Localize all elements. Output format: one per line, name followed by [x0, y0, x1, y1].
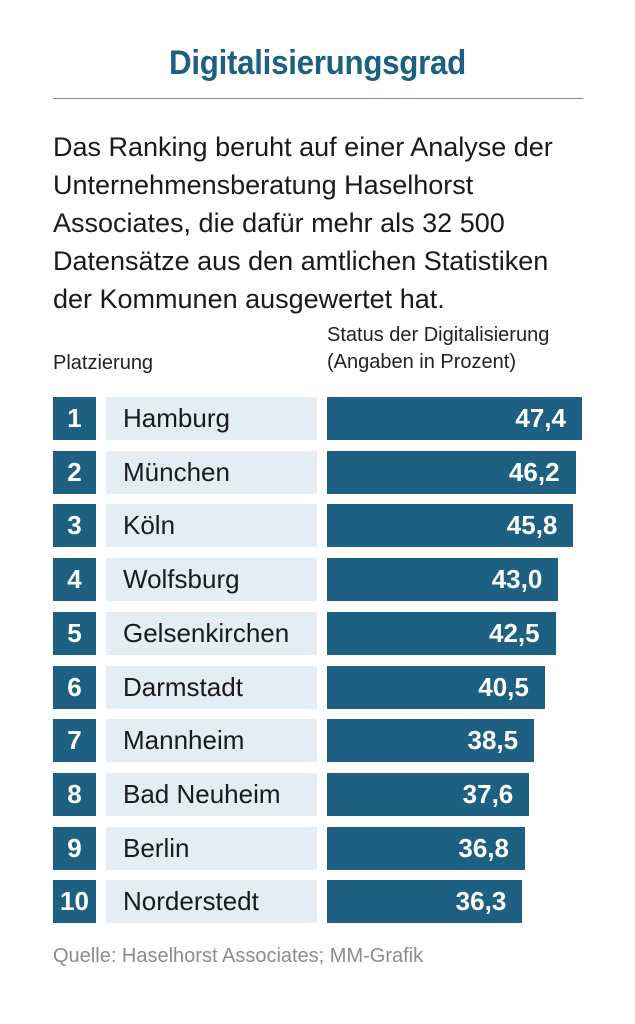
city-label: München	[106, 450, 317, 494]
value-bar: 37,6	[327, 772, 530, 816]
rank-badge: 4	[53, 558, 96, 602]
source-note: Quelle: Haselhorst Associates; MM-Grafik	[53, 945, 424, 967]
ranking-row: 3 Köln 45,8	[0, 504, 635, 548]
rank-badge: 2	[53, 450, 96, 494]
value-bar: 36,3	[327, 880, 523, 924]
value-label: 36,8	[458, 832, 509, 863]
rank-badge: 6	[53, 665, 96, 709]
status-column-header: Status der Digitalisierung (Angaben in P…	[327, 322, 549, 376]
value-label: 46,2	[508, 456, 560, 487]
intro-line: Associates, die dafür mehr als 32 500	[53, 208, 505, 238]
city-label: Bad Neuheim	[106, 772, 317, 816]
ranking-row: 10 Norderstedt 36,3	[0, 880, 635, 924]
intro-text: Das Ranking beruht auf einer Analyse der…	[53, 128, 613, 318]
city-label: Berlin	[106, 826, 317, 870]
title-divider	[53, 98, 583, 99]
city-label: Hamburg	[106, 397, 317, 440]
rank-badge: 8	[53, 772, 96, 816]
chart-title: Digitalisierungsgrad	[169, 44, 466, 82]
rank-badge: 3	[53, 504, 96, 548]
ranking-row: 4 Wolfsburg 43,0	[0, 558, 635, 602]
value-bar: 45,8	[327, 504, 574, 548]
value-label: 40,5	[478, 671, 529, 702]
city-label: Köln	[106, 504, 317, 548]
value-bar: 36,8	[327, 826, 525, 870]
value-label: 43,0	[491, 564, 543, 595]
intro-line: Datensätze aus den amtlichen Statistiken	[53, 246, 549, 276]
value-label: 37,6	[462, 778, 514, 809]
rank-badge: 9	[53, 826, 96, 870]
value-label: 36,3	[455, 886, 507, 917]
value-label: 47,4	[515, 403, 566, 433]
ranking-row: 1 Hamburg 47,4	[0, 397, 635, 440]
intro-line: Das Ranking beruht auf einer Analyse der	[53, 132, 553, 162]
value-bar: 46,2	[327, 450, 576, 494]
city-label: Norderstedt	[106, 880, 317, 924]
rank-column-header: Platzierung	[53, 352, 154, 374]
ranking-row: 7 Mannheim 38,5	[0, 719, 635, 763]
value-bar: 42,5	[327, 611, 556, 655]
status-header-line: Status der Digitalisierung	[327, 324, 550, 346]
ranking-row: 8 Bad Neuheim 37,6	[0, 772, 635, 816]
city-label: Wolfsburg	[106, 558, 317, 602]
city-label: Darmstadt	[106, 665, 317, 709]
city-label: Mannheim	[106, 719, 317, 763]
rank-badge: 10	[53, 880, 96, 924]
value-bar: 38,5	[327, 719, 535, 763]
ranking-row: 2 München 46,2	[0, 450, 635, 494]
value-label: 42,5	[489, 617, 540, 648]
rank-badge: 7	[53, 719, 96, 763]
ranking-row: 6 Darmstadt 40,5	[0, 665, 635, 709]
value-bar: 40,5	[327, 665, 545, 709]
rank-badge: 1	[53, 397, 96, 440]
city-label: Gelsenkirchen	[106, 611, 317, 655]
value-bar: 47,4	[327, 397, 582, 440]
intro-line: Unternehmensberatung Haselhorst	[53, 170, 474, 200]
value-bar: 43,0	[327, 558, 559, 602]
ranking-row: 9 Berlin 36,8	[0, 826, 635, 870]
ranking-row: 5 Gelsenkirchen 42,5	[0, 611, 635, 655]
value-label: 45,8	[506, 510, 558, 541]
rank-badge: 5	[53, 611, 96, 655]
value-label: 38,5	[467, 725, 519, 756]
status-header-line: (Angaben in Prozent)	[327, 351, 517, 373]
intro-line: der Kommunen ausgewertet hat.	[53, 284, 445, 314]
